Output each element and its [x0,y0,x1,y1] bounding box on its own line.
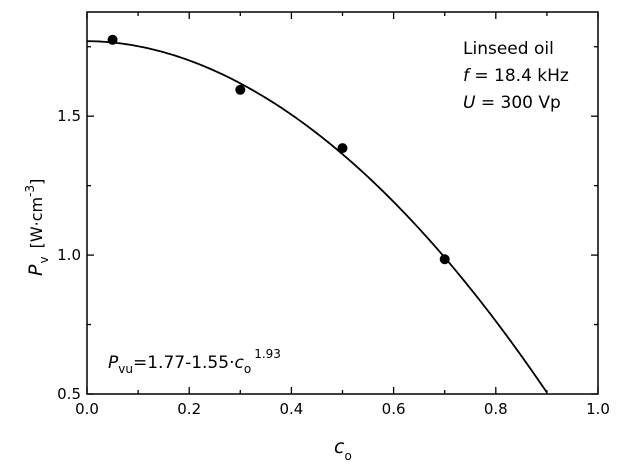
y-tick-labels: 0.5 1.0 1.5 [57,107,81,403]
y-tick-label: 1.5 [57,107,81,125]
axis-ticks [86,12,599,395]
data-point [235,84,246,95]
y-axis-title: Pv[W·cm-3] [23,179,51,276]
annotation-voltage: U = 300 Vp [463,93,561,113]
data-point [439,254,450,265]
x-tick-labels: 0.0 0.2 0.4 0.6 0.8 1.0 [75,400,610,418]
fit-equation: Pvu=1.77-1.55·co1.93 [108,347,281,376]
x-tick-label: 0.0 [75,400,99,418]
x-tick-label: 0.8 [484,400,508,418]
annotation-frequency: f = 18.4 kHz [463,66,569,86]
x-axis-title: co [334,436,352,463]
data-point [337,143,348,154]
x-tick-label: 0.2 [177,400,201,418]
x-tick-label: 1.0 [586,400,610,418]
y-tick-label: 0.5 [57,385,81,403]
x-tick-label: 0.4 [279,400,303,418]
x-tick-label: 0.6 [382,400,406,418]
data-point [107,34,118,45]
data-points [107,34,450,265]
annotation-sample: Linseed oil [463,39,554,59]
y-tick-label: 1.0 [57,246,81,264]
fit-curve [86,40,548,394]
